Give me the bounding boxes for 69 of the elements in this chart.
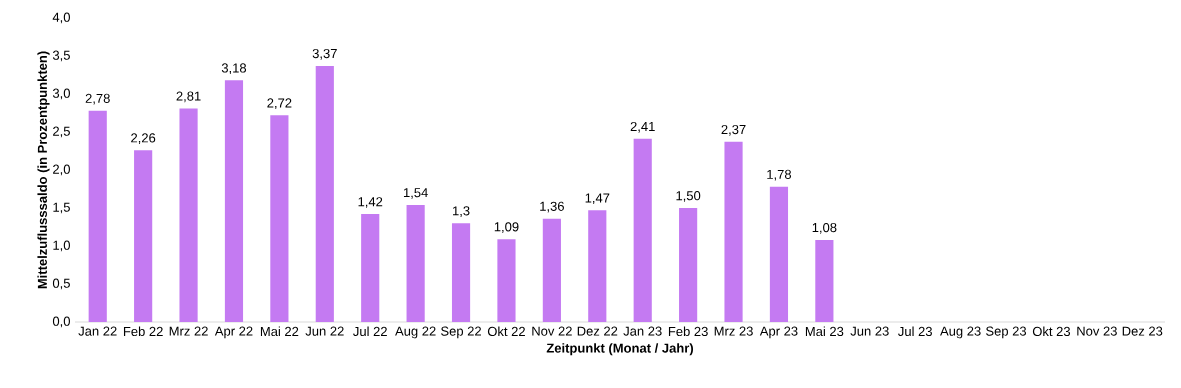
- bar: [724, 141, 743, 322]
- bar: [497, 239, 516, 322]
- x-tick-label: Dez 23: [1122, 326, 1163, 336]
- y-tick-label: 3,5: [52, 50, 70, 62]
- x-tick-label: Sep 23: [986, 326, 1027, 339]
- x-axis-title: Zeitpunkt (Monat / Jahr): [546, 343, 694, 356]
- bar: [134, 150, 153, 322]
- x-tick-label: Jul 22: [353, 326, 387, 337]
- x-tick-label: Jun 22: [305, 326, 344, 336]
- x-tick-label: Mrz 23: [714, 326, 753, 336]
- y-tick-label: 0,0: [52, 316, 70, 328]
- data-label: 1,42: [358, 197, 383, 208]
- bar: [633, 138, 652, 322]
- data-label: 1,36: [540, 201, 564, 213]
- x-tick-label: Apr 22: [214, 326, 253, 339]
- y-tick-label: 3,0: [52, 88, 70, 100]
- data-label: 3,37: [312, 48, 337, 60]
- data-label: 1,08: [812, 222, 837, 234]
- x-tick-label: Dez 22: [577, 326, 618, 336]
- data-label: 1,09: [494, 222, 519, 233]
- data-label: 2,81: [176, 91, 201, 103]
- data-label: 3,18: [221, 63, 247, 75]
- x-tick-label: Nov 23: [1077, 326, 1117, 336]
- x-tick-label: Apr 23: [759, 326, 798, 339]
- y-axis-title: Mittelzuflusssaldo (in Prozentpunkten): [37, 51, 50, 289]
- y-tick-label: 0,5: [52, 278, 70, 290]
- bar: [451, 223, 471, 322]
- data-label: 2,41: [630, 121, 655, 133]
- x-tick-label: Mai 22: [260, 326, 299, 337]
- x-tick-label: Nov 22: [532, 326, 572, 336]
- x-tick-label: Jul 23: [898, 326, 932, 337]
- x-tick-label: Aug 22: [395, 326, 436, 339]
- bar: [361, 214, 380, 322]
- x-tick-label: Aug 23: [940, 326, 981, 339]
- bar: [270, 115, 289, 322]
- data-label: 1,54: [403, 188, 428, 199]
- x-tick-label: Feb 23: [668, 326, 708, 337]
- bar: [769, 186, 789, 322]
- bar: [406, 204, 425, 322]
- y-tick-label: 2,0: [53, 164, 70, 176]
- data-label: 2,72: [267, 98, 292, 110]
- bar: [542, 218, 561, 322]
- x-tick-label: Sep 22: [441, 326, 481, 339]
- data-label: 1,78: [767, 169, 792, 181]
- y-tick-label: 1,0: [53, 240, 70, 252]
- data-label: 1,50: [676, 191, 701, 202]
- bar: [815, 239, 834, 322]
- y-tick-label: 4,0: [52, 12, 70, 24]
- data-label: 1,3: [453, 206, 470, 217]
- bar: [224, 80, 244, 322]
- data-label: 2,78: [85, 93, 110, 105]
- x-tick-label: Jan 22: [78, 326, 117, 336]
- bar: [315, 65, 334, 322]
- x-tick-label: Okt 22: [487, 326, 525, 337]
- data-label: 2,26: [131, 133, 156, 145]
- x-tick-label: Mai 23: [805, 326, 844, 337]
- data-label: 2,37: [721, 124, 746, 136]
- bar: [679, 207, 698, 322]
- bar: [588, 210, 607, 322]
- x-tick-label: Jan 23: [623, 326, 662, 336]
- x-tick-label: Okt 23: [1032, 326, 1071, 337]
- y-tick-label: 2,5: [53, 126, 70, 138]
- data-label: 1,47: [585, 193, 610, 205]
- y-tick-label: 1,5: [53, 202, 70, 214]
- bar: [88, 110, 107, 322]
- x-tick-label: Mrz 22: [169, 326, 208, 336]
- x-tick-label: Feb 22: [123, 326, 163, 337]
- bar: [179, 108, 198, 322]
- x-tick-label: Jun 23: [850, 326, 889, 336]
